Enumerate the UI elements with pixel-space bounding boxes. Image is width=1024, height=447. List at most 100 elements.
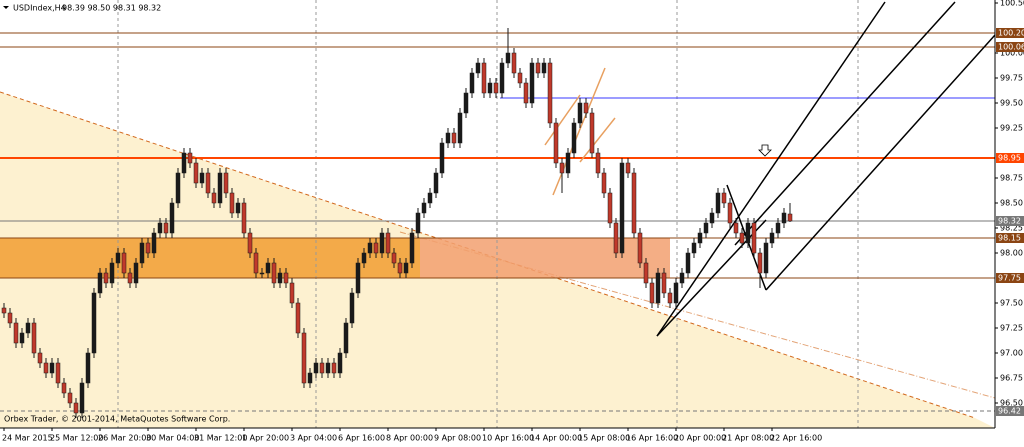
candle-body: [673, 282, 679, 304]
candle-body: [217, 172, 223, 204]
candle-body: [547, 62, 553, 124]
candle-body: [709, 212, 715, 224]
candle-body: [31, 322, 37, 354]
y-tick-label: 99.25: [1000, 124, 1023, 133]
y-tick-label: 98.75: [1000, 174, 1023, 183]
level-label-box: [996, 273, 1024, 283]
candle-body: [127, 272, 133, 284]
channel-line: [544, 94, 581, 146]
candle-body: [349, 292, 355, 324]
candle-body: [103, 272, 109, 284]
candle-body: [781, 212, 787, 224]
candle-body: [385, 232, 391, 254]
x-tick-label: 21 Apr 08:00: [722, 434, 774, 443]
y-tick-label: 97.00: [1000, 349, 1023, 358]
candle-body: [523, 82, 529, 104]
candle-body: [541, 62, 547, 74]
period-separators: [117, 0, 859, 428]
candle-body: [649, 282, 655, 304]
candle-body: [463, 92, 469, 114]
level-label: 100.06: [998, 43, 1024, 52]
candle-body: [451, 132, 457, 144]
candle-body: [253, 252, 259, 274]
x-tick-label: 25 Mar 12:00: [50, 434, 103, 443]
candle-body: [535, 62, 541, 74]
candle-body: [43, 362, 49, 374]
candle-body: [775, 222, 781, 234]
candle-body: [715, 192, 721, 214]
pitchfork-line: [765, 34, 996, 291]
candle-body: [97, 272, 103, 294]
pitchfork-line: [656, 1, 886, 337]
candle-body: [487, 82, 493, 94]
candle-body: [721, 192, 727, 204]
candle-body: [175, 172, 181, 204]
level-label-box: [996, 153, 1024, 163]
x-tick-label: 22 Apr 16:00: [770, 434, 822, 443]
candle-body: [163, 222, 169, 234]
candle-body: [325, 362, 331, 374]
candle-body: [643, 262, 649, 284]
level-label-box: [996, 28, 1024, 38]
candle-body: [61, 382, 67, 394]
candles: [1, 28, 793, 418]
x-tick-label: 26 Mar 20:00: [98, 434, 151, 443]
candle-body: [631, 172, 637, 234]
candle-body: [265, 262, 271, 274]
candle-body: [391, 252, 397, 264]
candle-body: [475, 62, 481, 74]
candle-body: [7, 312, 13, 324]
candle-body: [469, 72, 475, 94]
y-tick-label: 98.25: [1000, 224, 1023, 233]
candle-body: [403, 262, 409, 274]
candle-body: [703, 222, 709, 234]
candle-body: [763, 242, 769, 274]
candle-body: [559, 162, 565, 174]
candle-body: [115, 252, 121, 264]
candle-body: [757, 252, 763, 274]
y-tick-label: 99.75: [1000, 74, 1023, 83]
candle-body: [241, 202, 247, 234]
y-tick-label: 98.00: [1000, 249, 1023, 258]
candle-body: [145, 242, 151, 254]
support-zone: [420, 238, 670, 278]
symbol: USDIndex,H4: [13, 4, 66, 13]
y-tick-label: 100.50: [1000, 0, 1024, 8]
candle-body: [295, 302, 301, 334]
candle-body: [415, 212, 421, 234]
level-label: 98.95: [998, 154, 1021, 163]
level-label: 96.42: [998, 407, 1021, 416]
y-tick-label: 98.50: [1000, 199, 1023, 208]
candle-body: [421, 202, 427, 214]
support-zone: [0, 238, 420, 278]
candle-body: [91, 292, 97, 354]
candle-body: [637, 232, 643, 264]
candle-body: [595, 152, 601, 174]
candle-body: [697, 232, 703, 244]
candle-body: [187, 152, 193, 164]
candle-body: [313, 362, 319, 374]
candle-body: [331, 362, 337, 374]
candle-body: [511, 52, 517, 74]
candle-body: [289, 282, 295, 304]
candle-body: [667, 292, 673, 304]
x-tick-label: 6 Apr 16:00: [338, 434, 385, 443]
candle-body: [67, 392, 73, 404]
level-label: 98.32: [998, 217, 1021, 226]
level-label: 97.75: [998, 274, 1021, 283]
candle-body: [355, 262, 361, 294]
candle-body: [613, 222, 619, 254]
channel-line: [579, 117, 616, 163]
candle-body: [235, 202, 241, 214]
candle-body: [607, 192, 613, 224]
candle-body: [13, 322, 19, 344]
candle-body: [499, 62, 505, 94]
candle-body: [343, 322, 349, 354]
candle-body: [727, 202, 733, 224]
candle-body: [397, 262, 403, 274]
candle-body: [49, 362, 55, 374]
candle-body: [337, 352, 343, 374]
candle-body: [271, 262, 277, 284]
arrow-marker: [758, 144, 772, 157]
